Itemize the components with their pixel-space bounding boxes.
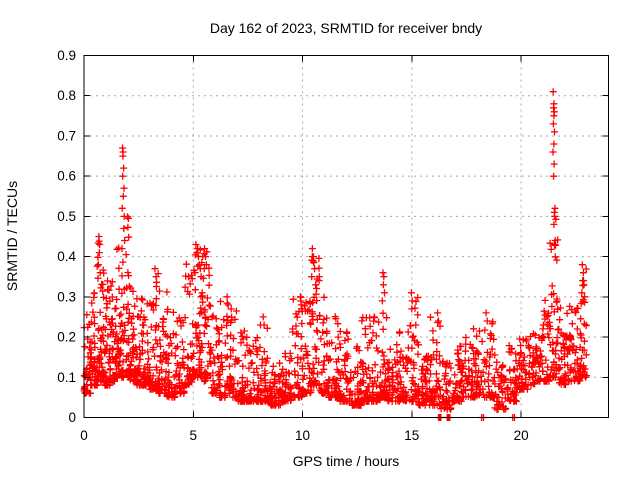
chart-title: Day 162 of 2023, SRMTID for receiver bnd…	[210, 20, 482, 36]
y-tick-label: 0.2	[57, 330, 76, 345]
x-tick-label: 0	[80, 428, 88, 443]
plot-frame	[83, 55, 609, 418]
x-axis-label: GPS time / hours	[293, 453, 400, 469]
tick-labels: 0 5 10 15 20 0 0.1 0.2 0.3 0.4 0.5 0.6 0.7 0.8 0.9	[57, 48, 528, 443]
y-tick-label: 0.8	[57, 88, 76, 103]
y-tick-label: 0	[68, 410, 76, 425]
y-tick-label: 0.6	[57, 169, 76, 184]
x-tick-label: 5	[190, 428, 198, 443]
x-tick-label: 10	[295, 428, 310, 443]
y-tick-label: 0.3	[57, 289, 76, 304]
y-tick-label: 0.7	[57, 128, 76, 143]
y-tick-label: 0.1	[57, 370, 76, 385]
data-points	[80, 88, 590, 421]
y-tick-label: 0.5	[57, 209, 76, 224]
y-axis-label: SRMTID / TECUs	[4, 181, 20, 291]
scatter-markers	[80, 88, 590, 421]
y-tick-label: 0.9	[57, 48, 76, 63]
x-tick-label: 15	[404, 428, 419, 443]
plot-border	[83, 55, 609, 418]
x-tick-label: 20	[514, 428, 529, 443]
y-tick-label: 0.4	[57, 249, 76, 264]
